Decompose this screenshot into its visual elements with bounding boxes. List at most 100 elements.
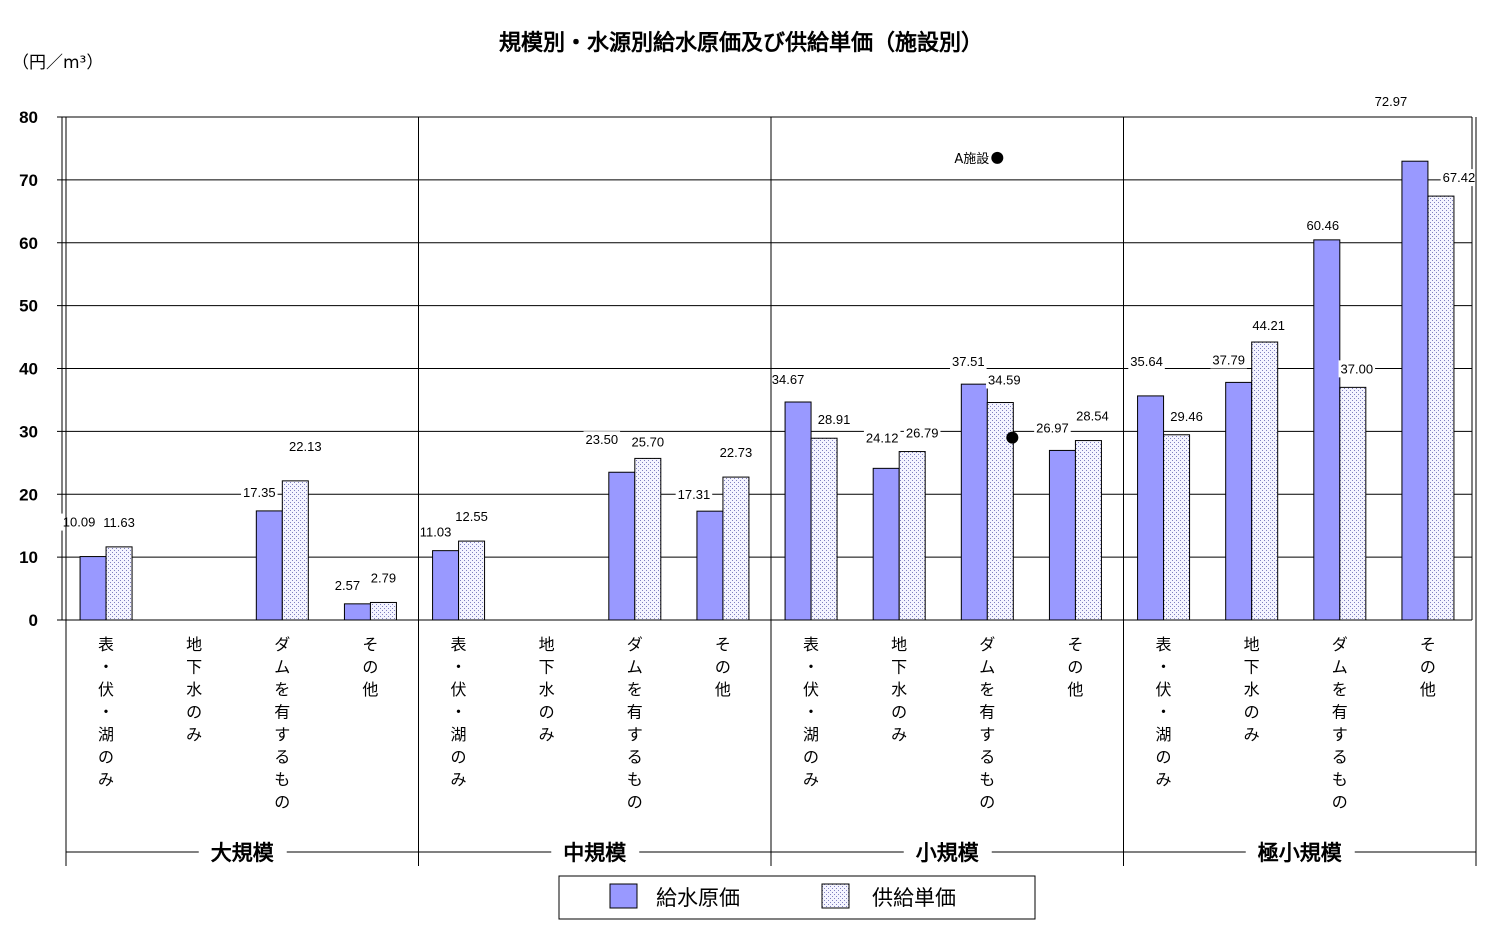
data-label: 25.70 xyxy=(632,434,665,449)
category-label-char: 有 xyxy=(627,703,643,722)
category-label-char: す xyxy=(627,725,643,744)
category-label-char: ・ xyxy=(98,703,114,722)
category-label-char: る xyxy=(274,748,290,767)
category-label-char: 地 xyxy=(186,635,202,654)
y-tick-label: 50 xyxy=(19,297,38,316)
bar-supply-unit-price xyxy=(1251,341,1279,621)
data-label-background xyxy=(675,486,713,504)
category-label-char: の xyxy=(1332,793,1348,812)
y-tick-label: 10 xyxy=(19,548,38,567)
category-label-char: み xyxy=(1156,770,1172,789)
bar-supply-cost xyxy=(784,401,812,621)
category-label-char: 水 xyxy=(1244,680,1260,699)
category-label-char: ム xyxy=(979,658,995,677)
category-label-char: 他 xyxy=(715,680,731,699)
bar-supply-unit-price xyxy=(898,451,926,621)
data-label: 26.97 xyxy=(1036,420,1069,435)
y-tick-label: 70 xyxy=(19,171,38,190)
category-label-char: 伏 xyxy=(451,680,467,699)
category-label-char: ダ xyxy=(274,635,290,654)
data-label: 24.12 xyxy=(866,430,899,445)
category-label-char: ・ xyxy=(98,658,114,677)
y-tick-label: 60 xyxy=(19,234,38,253)
bar-supply-cost xyxy=(960,383,988,621)
category-label-char: ・ xyxy=(451,703,467,722)
annotations: A施設 xyxy=(954,151,1019,444)
data-label: 44.21 xyxy=(1252,318,1285,333)
data-label-background xyxy=(903,424,941,442)
data-label: 34.59 xyxy=(988,373,1021,388)
category-label-char: 有 xyxy=(979,703,995,722)
data-label: 28.54 xyxy=(1076,409,1109,424)
category-label-char: の xyxy=(1156,748,1172,767)
category-label-char: ム xyxy=(274,658,290,677)
data-label: 28.91 xyxy=(818,412,851,427)
legend-label-supply-cost: 給水原価 xyxy=(656,886,740,910)
data-label-background xyxy=(717,444,755,462)
category-label-char: の xyxy=(627,793,643,812)
category-label-char: 伏 xyxy=(1156,680,1172,699)
category-label-char: の xyxy=(451,748,467,767)
group-label: 小規模 xyxy=(916,841,980,865)
category-label-char: ム xyxy=(1332,658,1348,677)
y-tick-label: 40 xyxy=(19,360,38,379)
category-label-char: そ xyxy=(715,635,731,654)
category-label-char: そ xyxy=(1420,635,1436,654)
category-label-char: ・ xyxy=(1156,703,1172,722)
data-label-background xyxy=(1034,419,1071,437)
bar-supply-cost xyxy=(1401,160,1429,621)
bar-supply-cost xyxy=(255,510,283,621)
category-label-char: を xyxy=(979,680,995,699)
category-label-char: ・ xyxy=(803,703,819,722)
data-label: 11.03 xyxy=(420,525,452,540)
data-label-background xyxy=(1074,407,1111,425)
legend-swatch-supply-cost xyxy=(609,883,638,909)
category-label-char: も xyxy=(1332,770,1348,789)
category-label-char: 表 xyxy=(1156,635,1172,654)
category-label-char: す xyxy=(274,725,290,744)
data-label-background xyxy=(1210,351,1247,369)
data-label: 60.46 xyxy=(1307,218,1340,233)
y-axis: 0 10 20 30 40 50 60 70 80 xyxy=(19,108,1473,630)
category-label-char: の xyxy=(186,703,202,722)
category-label-char: の xyxy=(1420,658,1436,677)
category-label-char: る xyxy=(979,748,995,767)
bar-supply-cost xyxy=(1137,395,1165,621)
y-tick-label: 30 xyxy=(19,422,38,441)
legend: 給水原価 供給単価 xyxy=(558,875,1036,920)
bar-supply-unit-price xyxy=(369,601,397,621)
bar-supply-unit-price xyxy=(105,546,133,621)
category-label-char: 他 xyxy=(1420,680,1436,699)
category-label-char: み xyxy=(451,770,467,789)
category-label-char: も xyxy=(274,770,290,789)
chart-title: 規模別・水源別給水原価及び供給単価（施設別） xyxy=(499,30,983,56)
bar-supply-cost xyxy=(1048,449,1076,621)
category-label-char: の xyxy=(98,748,114,767)
category-label-char: 他 xyxy=(1067,680,1083,699)
category-label-char: の xyxy=(274,793,290,812)
category-label-char: 湖 xyxy=(1156,725,1172,744)
data-label: 26.79 xyxy=(906,426,939,441)
group-label: 中規模 xyxy=(563,841,627,865)
category-label-char: す xyxy=(1332,725,1348,744)
data-label: 10.09 xyxy=(63,515,96,530)
category-label-char: み xyxy=(891,725,907,744)
bar-supply-cost xyxy=(79,556,107,621)
data-label-background xyxy=(1372,93,1410,111)
bars xyxy=(79,160,1455,621)
data-label: 23.50 xyxy=(586,432,619,447)
category-label-char: 下 xyxy=(891,658,907,677)
data-label-background xyxy=(60,513,98,531)
data-label: 72.97 xyxy=(1375,94,1408,109)
category-label-char: み xyxy=(186,725,202,744)
data-label-background xyxy=(1168,407,1205,425)
bar-supply-cost xyxy=(1225,381,1253,621)
category-label-char: の xyxy=(1067,658,1083,677)
category-label-char: る xyxy=(627,748,643,767)
data-label-background xyxy=(1250,317,1287,335)
category-label-char: を xyxy=(274,680,290,699)
data-label: 22.73 xyxy=(720,445,753,460)
data-label: 2.57 xyxy=(335,578,360,593)
bar-supply-unit-price xyxy=(1339,386,1367,621)
category-label-char: ・ xyxy=(451,658,467,677)
